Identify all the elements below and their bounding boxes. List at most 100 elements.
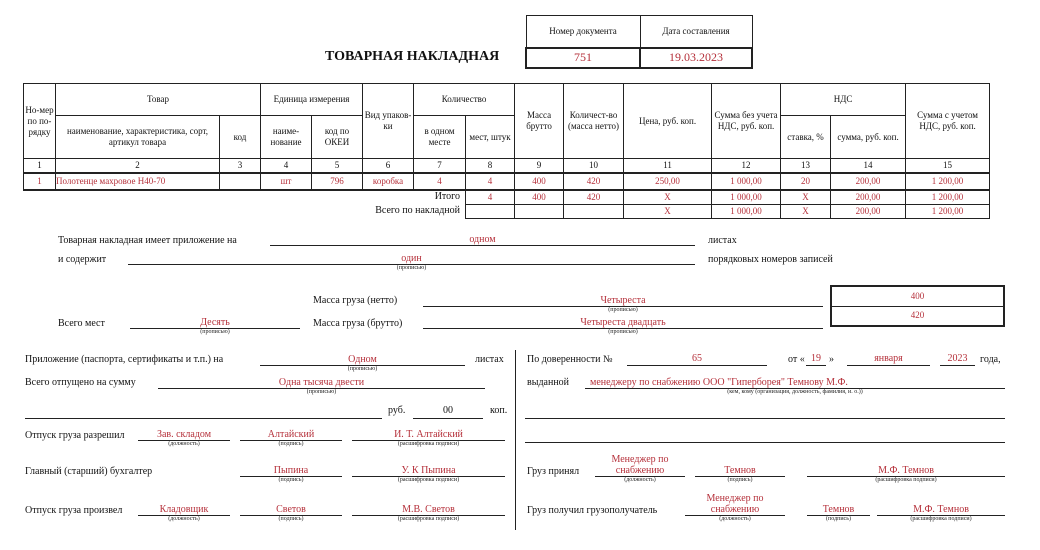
vydan-label: выданной [527,377,570,388]
itogo-cell: Х [780,190,831,205]
signature-value[interactable]: Светов [276,504,306,515]
col-qty: Количество [413,83,516,116]
column-number: 5 [311,158,364,173]
hint: (прописью) [200,329,230,335]
column-numbers-row: 1 2 3 4 5 6 7 8 9 10 11 12 13 14 15 [23,158,991,173]
column-number: 1 [23,158,56,173]
vsego-cell: 1 000,00 [711,204,781,219]
col-vat: НДС [780,83,907,116]
table-cell: 1 [23,171,56,191]
vsego-cell: 1 200,00 [905,204,990,219]
pril-value[interactable]: одном [469,234,496,245]
dov-day[interactable]: 19 [811,353,821,364]
hint: (подпись) [826,516,851,522]
col-unit: Единица измерения [260,83,364,116]
column-number: 13 [780,158,832,173]
table-cell: коробка [362,171,415,191]
col-pack: Вид упаков-ки [362,83,415,159]
hint: (подпись) [278,441,304,447]
soderzhit-value[interactable]: один [401,253,422,264]
itogo-cell: 1 200,00 [905,190,990,205]
signature-value[interactable]: У. К Пыпина [401,465,456,476]
signature-value[interactable]: М.Ф. Темнов [913,504,969,515]
brutto-value[interactable]: Четыреста двадцать [580,317,666,328]
col-one: в одном месте [413,115,467,159]
table-cell [218,171,262,191]
itogo-cell: 1 000,00 [711,190,781,205]
col-kod: код [218,115,262,159]
netto-value[interactable]: Четыреста [600,295,646,306]
doc-date: 19.03.2023 [639,46,753,69]
left-listah: листах [475,354,504,365]
rub-label: руб. [388,405,406,416]
signature-value[interactable]: Темнов [822,504,855,515]
signature-value[interactable]: Менеджер по снабжению [611,454,669,476]
hint: (расшифровка подписи) [397,477,460,483]
signature-line [240,515,342,516]
itogo-label: Итого [434,191,460,202]
column-number: 3 [218,158,262,173]
col-places: мест, штук [465,115,516,159]
table-cell: 1 000,00 [711,171,782,191]
sum-value[interactable]: Одна тысяча двести [278,377,365,388]
mass-box: 400 420 [830,285,1005,327]
mest-value[interactable]: Десять [200,317,230,328]
hint: (прописью) [608,329,638,335]
signature-value[interactable]: Менеджер по снабжению [706,493,764,515]
signature-value[interactable]: Темнов [724,465,756,476]
signature-label: Отпуск груза произвел [25,505,123,516]
vsego-cell: 200,00 [830,204,906,219]
dov-number[interactable]: 65 [692,353,702,364]
itogo-cell: 400 [514,190,564,205]
signature-value[interactable]: Пыпина [273,465,309,476]
dov-year[interactable]: 2023 [947,353,968,364]
dov-label: По доверенности № [527,354,613,365]
signature-value[interactable]: Кладовщик [159,504,209,515]
signature-value[interactable]: М.В. Светов [402,504,455,515]
col-no: Но-мер по по-рядку [23,83,56,159]
vsego-cell: Х [780,204,831,219]
column-number: 14 [830,158,907,173]
table-cell: 4 [465,171,516,191]
mest-label: Всего мест [58,318,105,329]
col-unit-name: наиме-нование [260,115,313,159]
hint: (кем, кому (организация, должность, фами… [727,389,863,395]
hint: (расшифровка подписи) [397,441,460,447]
table-cell: 1 200,00 [905,171,991,191]
signature-value[interactable]: Алтайский [267,429,315,440]
brutto-box: 420 [830,305,1005,327]
col-sum-vat: Сумма с учетом НДС, руб. коп. [905,83,991,159]
signature-line [352,515,505,516]
col-tovar: Товар [54,83,262,116]
signature-line [595,476,685,477]
vydan-value[interactable]: менеджеру по снабжению ООО "Гиперборея" … [590,377,848,388]
signature-value[interactable]: М.Ф. Темнов [878,465,934,476]
dov-month[interactable]: января [874,353,903,364]
column-number: 10 [563,158,625,173]
left-pril-value[interactable]: Одном [348,354,377,365]
netto-box: 400 [830,285,1005,307]
hint: (расшифровка подписи) [397,516,460,522]
sum-label: Всего отпущено на сумму [25,377,136,388]
column-number: 7 [413,158,467,173]
signature-line [138,515,230,516]
column-number: 12 [711,158,782,173]
signature-value[interactable]: И. Т. Алтайский [394,429,463,440]
itogo-cell: 4 [465,190,515,205]
hint: (расшифровка подписи) [910,516,972,522]
signature-line [877,515,1005,516]
signature-value[interactable]: Зав. складом [156,429,212,440]
listah-label: листах [708,235,737,246]
poryad-label: порядковых номеров записей [708,254,833,265]
kop-value[interactable]: 00 [443,405,453,416]
signature-line [352,476,505,477]
table-cell: 420 [563,171,625,191]
table-cell: 400 [514,171,565,191]
vsego-cell: Х [623,204,712,219]
vsego-label: Всего по накладной [375,205,460,216]
netto-label: Масса груза (нетто) [313,295,398,306]
ot-label: от « [788,354,805,365]
hint: (подпись) [278,516,304,522]
